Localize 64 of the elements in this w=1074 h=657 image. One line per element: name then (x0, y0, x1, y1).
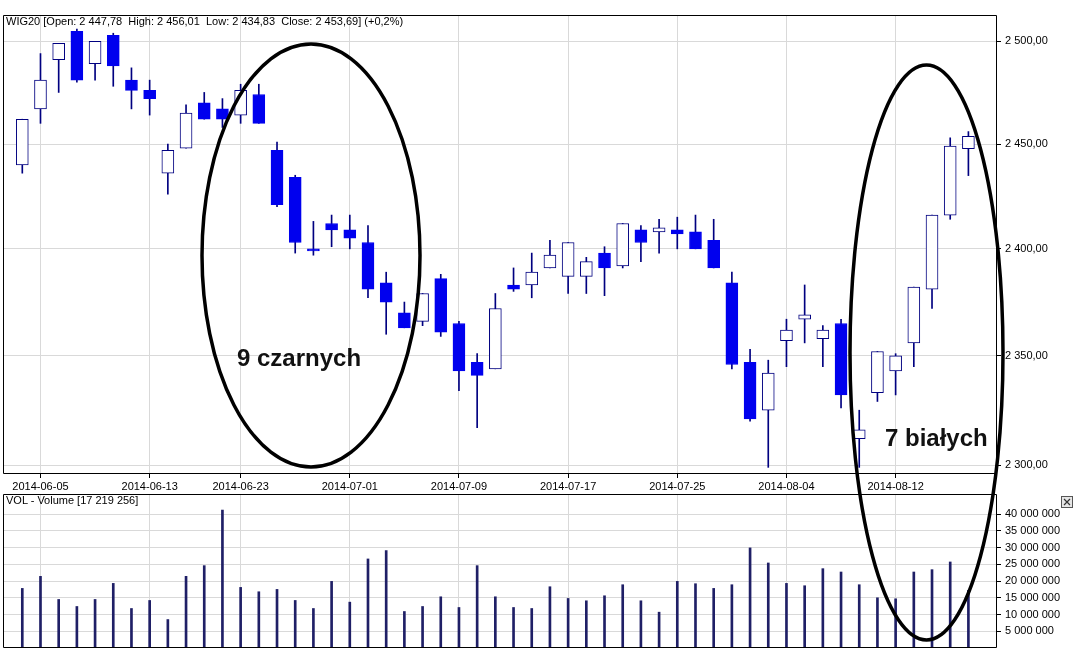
bar (494, 596, 497, 648)
bar (421, 606, 424, 648)
bar (39, 576, 42, 648)
bar (293, 600, 297, 648)
bar (330, 581, 333, 648)
y-tick-label: 35 000 000 (1005, 523, 1061, 536)
bar (584, 600, 588, 648)
bar (221, 509, 224, 648)
bar (20, 588, 24, 648)
bar (384, 550, 388, 648)
x-tick-label: 2014-06-13 (121, 479, 178, 492)
annotation: 7 białych (885, 424, 988, 451)
bar (312, 608, 315, 648)
candlestick (670, 216, 684, 250)
x-tick-label: 2014-06-05 (12, 479, 69, 492)
y-tick-label: 40 000 000 (1005, 507, 1061, 520)
bar (202, 565, 206, 648)
bar (803, 585, 806, 648)
bar (403, 611, 406, 648)
x-tick-label: 2014-07-09 (430, 479, 488, 492)
bar (603, 595, 606, 648)
bar (712, 588, 716, 648)
bar (257, 591, 261, 648)
bar (694, 583, 697, 648)
y-tick-label: 15 000 000 (1005, 590, 1061, 603)
candlestick (470, 353, 484, 429)
bar (439, 596, 443, 648)
bar (857, 584, 861, 648)
x-tick-label: 2014-08-04 (758, 479, 815, 492)
y-tick-label: 20 000 000 (1005, 574, 1061, 587)
y-tick-label: 10 000 000 (1005, 607, 1061, 620)
x-tick-label: 2014-07-17 (539, 479, 597, 492)
bar (912, 571, 916, 648)
bar (530, 608, 534, 648)
y-tick-label: 25 000 000 (1005, 557, 1061, 570)
x-tick-label: 2014-07-25 (649, 479, 706, 492)
y-tick-label: 2 450,00 (1005, 137, 1048, 150)
chart-title: VOL - Volume [17 219 256] (6, 494, 139, 507)
y-tick-label: 2 400,00 (1005, 241, 1048, 254)
bar (766, 562, 770, 648)
x-tick-label: 2014-07-01 (321, 479, 378, 492)
bar (948, 561, 952, 648)
y-tick-label: 5 000 000 (1005, 624, 1054, 637)
annotation: 9 czarnych (237, 344, 362, 371)
bar (348, 601, 352, 648)
bar (239, 587, 242, 648)
bar (111, 583, 115, 648)
y-tick-label: 2 500,00 (1005, 34, 1048, 47)
bar (785, 583, 788, 648)
y-tick-label: 30 000 000 (1005, 540, 1061, 553)
y-tick-label: 2 350,00 (1005, 348, 1048, 361)
candlestick (816, 325, 830, 367)
bar (57, 599, 61, 648)
bar (675, 581, 679, 648)
x-tick-label: 2014-08-12 (867, 479, 924, 492)
bar (130, 608, 133, 648)
bar (876, 597, 879, 648)
x-tick-label: 2014-06-23 (212, 479, 269, 492)
chart-title: WIG20 [Open: 2 447,78 High: 2 456,01 Low: 2 434,83 Close: 2 453,69] (+0,2%) (6, 15, 404, 28)
bar (512, 607, 515, 648)
bar (621, 584, 625, 648)
y-tick-label: 2 300,00 (1005, 458, 1048, 471)
candlestick (652, 218, 666, 254)
bar (148, 600, 151, 648)
